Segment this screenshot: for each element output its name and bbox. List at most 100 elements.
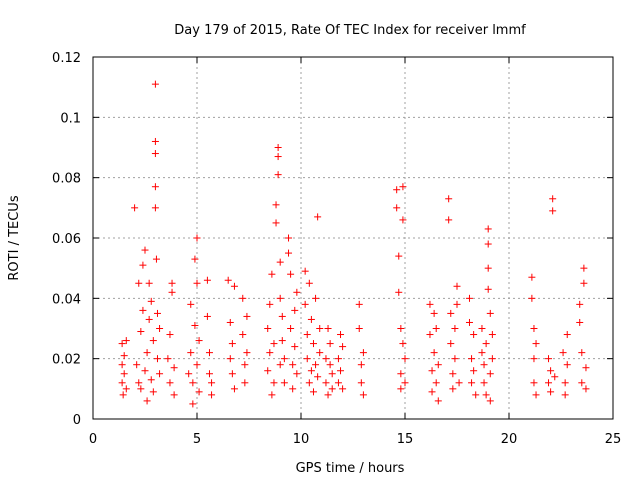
data-point-marker bbox=[547, 388, 555, 396]
data-point-marker bbox=[139, 261, 147, 269]
data-point-marker bbox=[465, 294, 473, 302]
data-point-marker bbox=[468, 379, 476, 387]
data-point-marker bbox=[314, 373, 322, 381]
data-point-marker bbox=[484, 264, 492, 272]
data-point-marker bbox=[430, 349, 438, 357]
data-point-marker bbox=[447, 340, 455, 348]
data-point-marker bbox=[166, 331, 174, 339]
data-point-marker bbox=[203, 276, 211, 284]
data-point-marker bbox=[470, 367, 478, 375]
data-point-marker bbox=[224, 276, 232, 284]
data-point-marker bbox=[528, 273, 536, 281]
data-point-marker bbox=[470, 331, 478, 339]
data-point-marker bbox=[193, 361, 201, 369]
data-point-marker bbox=[147, 297, 155, 305]
x-tick-label: 25 bbox=[605, 432, 622, 447]
data-point-marker bbox=[239, 294, 247, 302]
data-point-marker bbox=[445, 195, 453, 203]
data-point-marker bbox=[195, 337, 203, 345]
data-point-marker bbox=[241, 379, 249, 387]
data-point-marker bbox=[482, 391, 490, 399]
data-point-marker bbox=[137, 385, 145, 393]
data-point-marker bbox=[141, 367, 149, 375]
data-point-marker bbox=[191, 255, 199, 263]
data-point-marker bbox=[276, 294, 284, 302]
data-point-marker bbox=[118, 340, 126, 348]
data-point-marker bbox=[397, 385, 405, 393]
data-point-marker bbox=[393, 204, 401, 212]
data-point-marker bbox=[328, 370, 336, 378]
data-point-marker bbox=[578, 379, 586, 387]
data-point-marker bbox=[120, 370, 128, 378]
data-point-marker bbox=[468, 355, 476, 363]
data-point-marker bbox=[122, 385, 130, 393]
data-point-marker bbox=[434, 397, 442, 405]
data-point-marker bbox=[239, 331, 247, 339]
data-point-marker bbox=[428, 367, 436, 375]
data-point-marker bbox=[449, 370, 457, 378]
data-point-marker bbox=[153, 309, 161, 317]
data-point-marker bbox=[337, 331, 345, 339]
data-point-marker bbox=[563, 361, 571, 369]
data-point-marker bbox=[563, 331, 571, 339]
data-point-marker bbox=[426, 331, 434, 339]
data-point-marker bbox=[228, 370, 236, 378]
data-point-marker bbox=[168, 288, 176, 296]
chart-title: Day 179 of 2015, Rate Of TEC Index for r… bbox=[174, 23, 526, 38]
data-point-marker bbox=[187, 300, 195, 308]
data-point-marker bbox=[530, 325, 538, 332]
data-point-marker bbox=[301, 267, 309, 275]
data-point-marker bbox=[576, 318, 584, 326]
data-point-marker bbox=[532, 340, 540, 348]
y-tick-label: 0 bbox=[73, 413, 81, 428]
data-point-marker bbox=[445, 216, 453, 224]
data-point-marker bbox=[561, 379, 569, 387]
y-tick-label: 0.06 bbox=[52, 232, 81, 247]
data-point-marker bbox=[285, 249, 293, 257]
data-point-marker bbox=[359, 349, 367, 357]
data-point-marker bbox=[291, 343, 299, 351]
data-point-marker bbox=[432, 379, 440, 387]
data-point-marker bbox=[397, 370, 405, 378]
data-point-marker bbox=[305, 279, 313, 287]
data-point-marker bbox=[576, 300, 584, 308]
data-point-marker bbox=[324, 391, 332, 399]
data-point-marker bbox=[264, 325, 272, 332]
data-point-marker bbox=[147, 376, 155, 384]
data-point-marker bbox=[272, 219, 280, 227]
data-point-marker bbox=[151, 137, 159, 145]
data-point-marker bbox=[480, 361, 488, 369]
data-point-marker bbox=[478, 349, 486, 357]
data-point-marker bbox=[399, 340, 407, 348]
data-point-marker bbox=[547, 367, 555, 375]
data-point-marker bbox=[580, 279, 588, 287]
x-tick-label: 5 bbox=[193, 432, 201, 447]
x-axis-ticks: 0 5 10 15 20 25 bbox=[89, 57, 621, 447]
data-point-marker bbox=[561, 391, 569, 399]
data-point-marker bbox=[276, 361, 284, 369]
data-point-marker bbox=[451, 355, 459, 363]
data-point-marker bbox=[559, 349, 567, 357]
y-tick-label: 0.1 bbox=[60, 111, 81, 126]
data-point-marker bbox=[205, 349, 213, 357]
data-point-marker bbox=[287, 270, 295, 278]
data-point-marker bbox=[307, 315, 315, 323]
data-point-marker bbox=[551, 373, 559, 381]
data-point-marker bbox=[355, 300, 363, 308]
data-point-marker bbox=[289, 385, 297, 393]
data-point-marker bbox=[208, 379, 216, 387]
data-point-marker bbox=[276, 258, 284, 266]
x-tick-label: 0 bbox=[89, 432, 97, 447]
data-point-marker bbox=[141, 246, 149, 254]
data-point-marker bbox=[447, 309, 455, 317]
data-point-marker bbox=[118, 379, 126, 387]
data-point-marker bbox=[465, 318, 473, 326]
data-point-marker bbox=[530, 355, 538, 363]
data-point-marker bbox=[545, 355, 553, 363]
data-point-marker bbox=[187, 349, 195, 357]
data-point-marker bbox=[339, 385, 347, 393]
data-point-marker bbox=[189, 379, 197, 387]
data-point-marker bbox=[307, 367, 315, 375]
data-point-marker bbox=[314, 213, 322, 221]
data-point-marker bbox=[120, 352, 128, 360]
